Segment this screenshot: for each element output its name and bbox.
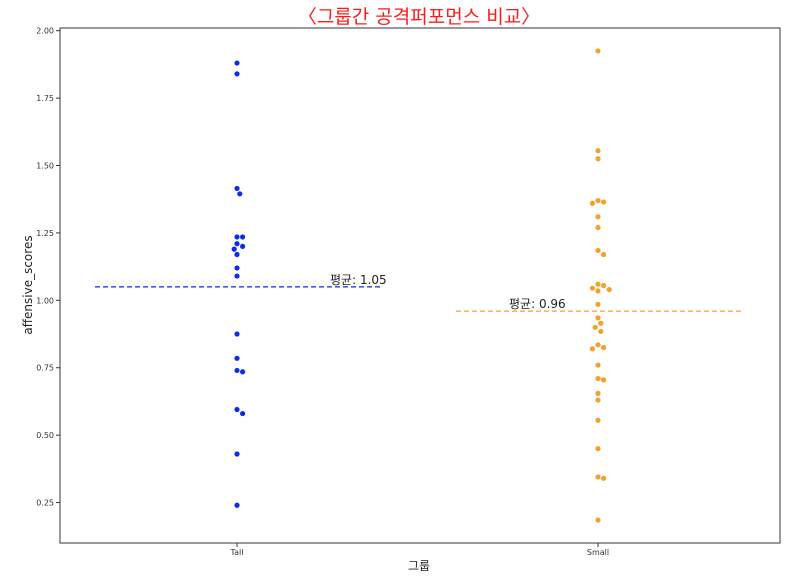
data-point-small	[595, 375, 601, 382]
mean-label-small: 평균: 0.96	[509, 297, 566, 311]
data-point-small	[589, 200, 596, 206]
data-point-tall	[240, 243, 246, 250]
data-point-small	[595, 417, 601, 423]
y-axis-title: affensive_scores	[21, 235, 35, 334]
data-point-small	[592, 324, 598, 330]
y-tick-label: 2.00	[36, 27, 54, 36]
data-point-tall	[234, 265, 240, 271]
data-point-tall	[237, 191, 243, 197]
data-point-small	[598, 320, 604, 326]
data-point-small	[606, 286, 612, 293]
y-axis: 0.25 0.50 0.75 1.00 1.25 1.50 1.75 2.00	[36, 27, 60, 508]
data-point-small	[601, 344, 607, 351]
data-point-small	[589, 346, 596, 352]
data-point-tall	[234, 331, 240, 337]
data-point-small	[598, 328, 604, 334]
data-point-tall	[231, 246, 237, 252]
data-point-small	[595, 517, 601, 523]
data-point-small	[601, 251, 607, 258]
x-axis: Tall Small	[230, 543, 609, 557]
data-point-small	[595, 301, 601, 307]
data-point-small	[595, 315, 601, 321]
data-point-small	[595, 247, 601, 254]
y-tick-label: 0.50	[36, 431, 54, 440]
data-point-small	[601, 377, 607, 383]
y-tick-label: 1.00	[36, 296, 54, 305]
data-point-small	[601, 282, 607, 289]
data-point-small	[595, 281, 601, 287]
data-point-tall	[234, 502, 240, 508]
data-point-tall	[234, 185, 240, 192]
data-point-small	[595, 390, 601, 396]
plot-area	[59, 27, 781, 544]
y-tick-label: 0.25	[36, 499, 54, 508]
data-point-small	[601, 475, 607, 481]
x-tick-label: Tall	[230, 548, 244, 557]
data-point-tall	[240, 369, 246, 375]
data-point-tall	[234, 355, 240, 361]
data-point-tall	[234, 273, 240, 279]
y-tick-label: 1.75	[36, 94, 54, 103]
data-point-small	[595, 48, 601, 54]
data-point-tall	[234, 451, 240, 457]
y-tick-label: 0.75	[36, 364, 54, 373]
data-point-tall	[234, 367, 240, 374]
data-point-small	[589, 285, 596, 291]
data-points	[231, 48, 612, 523]
data-point-tall	[234, 60, 240, 66]
data-point-small	[595, 474, 601, 480]
mean-lines: 평균: 1.05 평균: 0.96	[95, 273, 742, 312]
data-point-tall	[234, 71, 240, 77]
data-point-small	[601, 199, 607, 205]
data-point-tall	[240, 410, 246, 417]
data-point-tall	[234, 241, 240, 247]
y-tick-label: 1.50	[36, 162, 54, 171]
data-point-small	[595, 342, 601, 348]
x-axis-title: 그룹	[408, 559, 430, 573]
data-point-small	[595, 362, 601, 368]
data-point-small	[595, 446, 601, 452]
data-point-small	[595, 156, 601, 162]
data-point-small	[595, 148, 601, 154]
data-point-tall	[234, 406, 240, 413]
data-point-small	[595, 288, 601, 294]
data-point-tall	[234, 251, 240, 258]
data-point-tall	[240, 234, 246, 240]
chart-title: 〈그룹간 공격퍼포먼스 비교〉	[298, 6, 540, 28]
x-tick-label: Small	[587, 548, 609, 557]
y-tick-label: 1.25	[36, 229, 54, 238]
data-point-small	[595, 397, 601, 403]
data-point-small	[595, 214, 601, 220]
data-point-small	[595, 197, 601, 204]
data-point-tall	[234, 234, 240, 240]
mean-label-tall: 평균: 1.05	[330, 273, 387, 287]
data-point-small	[595, 224, 601, 231]
